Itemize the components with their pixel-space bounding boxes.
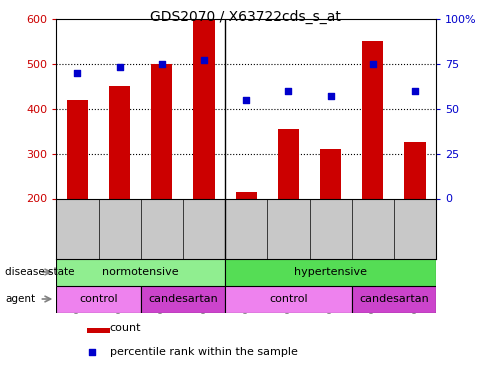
Bar [278, 129, 299, 198]
Text: GDS2070 / X63722cds_s_at: GDS2070 / X63722cds_s_at [149, 9, 341, 24]
Bar [236, 192, 257, 198]
Text: control: control [269, 294, 308, 304]
Point [411, 88, 419, 94]
Bar [320, 149, 341, 198]
Text: normotensive: normotensive [102, 267, 179, 277]
Bar [352, 285, 436, 312]
Bar [225, 258, 436, 285]
Point [242, 97, 250, 103]
Bar [87, 328, 110, 333]
Text: disease state: disease state [5, 267, 74, 277]
Text: candesartan: candesartan [359, 294, 429, 304]
Text: candesartan: candesartan [148, 294, 218, 304]
Point [116, 64, 123, 70]
Bar [141, 285, 225, 312]
Bar [56, 285, 141, 312]
Bar [194, 19, 215, 198]
Point [158, 61, 166, 67]
Bar [151, 64, 172, 198]
Bar [225, 285, 352, 312]
Text: control: control [79, 294, 118, 304]
Bar [67, 100, 88, 198]
Point [285, 88, 293, 94]
Bar [404, 142, 425, 198]
Point [200, 57, 208, 63]
Point [369, 61, 377, 67]
Text: agent: agent [5, 294, 35, 304]
Point [327, 93, 335, 99]
Bar [56, 258, 225, 285]
Point [88, 349, 96, 355]
Text: count: count [110, 323, 141, 333]
Text: hypertensive: hypertensive [294, 267, 367, 277]
Bar [362, 41, 383, 198]
Text: percentile rank within the sample: percentile rank within the sample [110, 347, 297, 357]
Point [74, 70, 81, 76]
Bar [109, 86, 130, 198]
